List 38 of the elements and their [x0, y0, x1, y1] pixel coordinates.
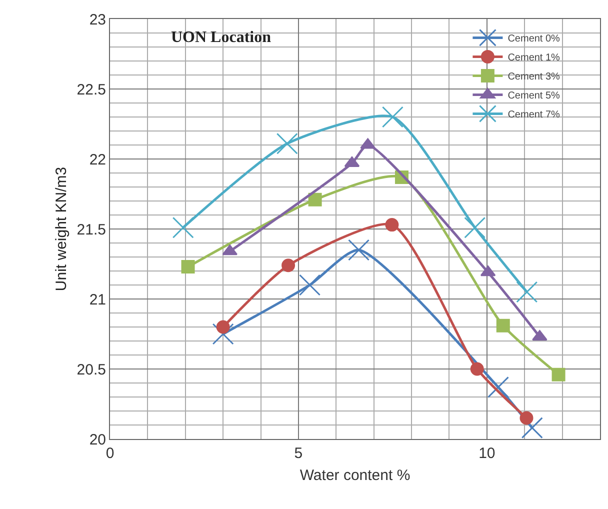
annotation: UON Location — [171, 29, 272, 46]
point — [532, 330, 548, 341]
x-tick-label: 0 — [106, 445, 114, 462]
point — [216, 320, 230, 334]
point — [382, 106, 404, 128]
x-tick-label: 10 — [478, 445, 496, 462]
point — [299, 274, 321, 296]
point — [520, 411, 534, 425]
point — [282, 258, 296, 272]
legend-label: Cement 1% — [508, 52, 560, 64]
point — [276, 132, 298, 154]
x-tick-label: 5 — [294, 445, 303, 462]
x-axis-title: Water content % — [300, 467, 410, 484]
point — [308, 192, 322, 206]
y-tick-label: 21.5 — [76, 221, 106, 238]
point — [172, 216, 194, 238]
point — [181, 260, 195, 274]
point — [360, 138, 376, 149]
point — [464, 216, 486, 238]
y-tick-label: 23 — [89, 11, 106, 28]
point — [521, 417, 543, 439]
legend-label: Cement 0% — [508, 34, 560, 45]
point — [470, 362, 484, 376]
point — [385, 218, 399, 232]
legend-label: Cement 5% — [508, 90, 560, 102]
point — [348, 239, 370, 261]
y-tick-label: 21 — [89, 291, 106, 308]
point — [552, 368, 566, 382]
y-tick-label: 22.5 — [76, 81, 106, 98]
point — [496, 318, 510, 332]
y-axis-title: Unit weight KN/m3 — [53, 166, 70, 292]
legend-label: Cement 3% — [508, 72, 560, 83]
point — [212, 323, 234, 345]
y-tick-label: 22 — [89, 151, 106, 168]
y-tick-label: 20.5 — [76, 361, 106, 378]
point — [516, 281, 538, 303]
legend-label: Cement 7% — [508, 110, 560, 121]
y-tick-label: 20 — [89, 431, 106, 448]
